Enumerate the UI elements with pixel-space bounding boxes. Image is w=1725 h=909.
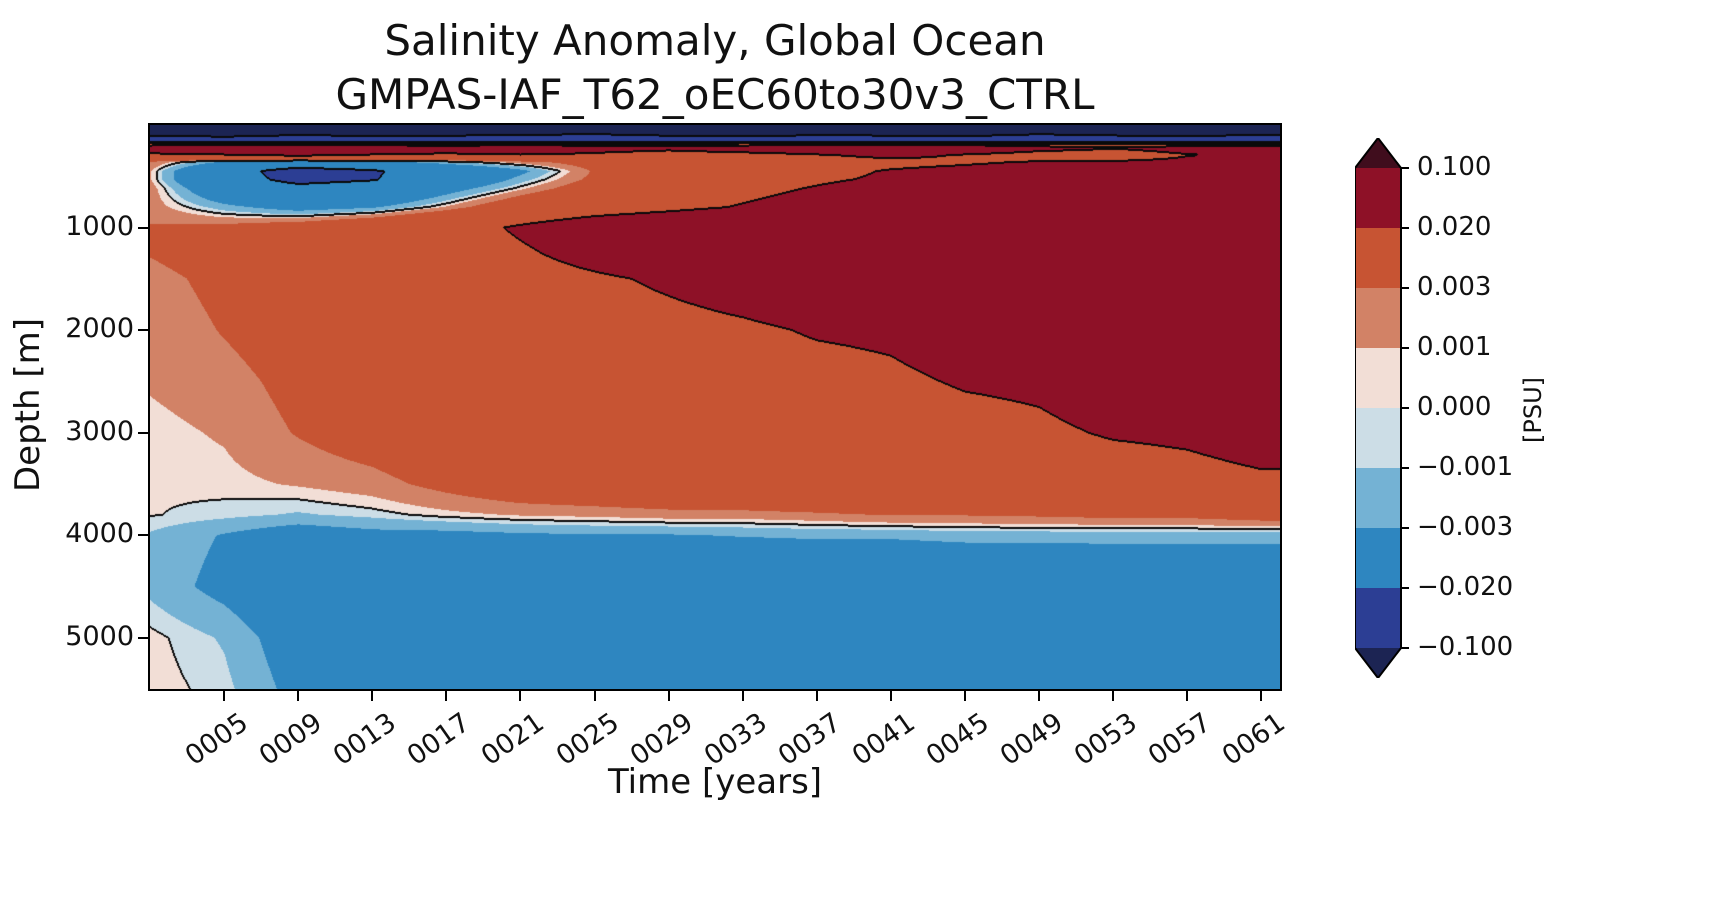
x-tick-mark (889, 691, 892, 701)
colorbar-segment (1355, 528, 1401, 588)
x-tick-mark (371, 691, 374, 701)
colorbar-bottom-extension (1355, 648, 1401, 678)
colorbar-tick-label: 0.020 (1417, 212, 1492, 242)
colorbar-segment (1355, 288, 1401, 348)
x-tick-mark (593, 691, 596, 701)
y-tick-mark (138, 226, 148, 229)
y-axis-label-wrap: Depth [m] (2, 123, 54, 687)
y-tick-label: 3000 (65, 415, 134, 447)
colorbar-segment (1355, 408, 1401, 468)
x-tick-mark (297, 691, 300, 701)
colorbar-segment (1355, 588, 1401, 648)
x-tick-mark (445, 691, 448, 701)
y-tick-label: 5000 (65, 620, 134, 652)
y-tick-label: 2000 (65, 313, 134, 345)
colorbar-segment (1355, 348, 1401, 408)
colorbar-tick-label: 0.001 (1417, 332, 1492, 362)
x-tick-mark (1186, 691, 1189, 701)
colorbar-segment (1355, 468, 1401, 528)
chart-title-line1: Salinity Anomaly, Global Ocean (384, 16, 1046, 65)
colorbar (1355, 138, 1409, 678)
contour-canvas (150, 125, 1280, 689)
x-tick-mark (519, 691, 522, 701)
plot-area (148, 123, 1282, 691)
colorbar-segment (1355, 168, 1401, 228)
y-tick-mark (138, 329, 148, 332)
x-tick-mark (741, 691, 744, 701)
y-tick-mark (138, 636, 148, 639)
colorbar-tick-label: 0.100 (1417, 152, 1492, 182)
x-tick-mark (1038, 691, 1041, 701)
x-tick-mark (964, 691, 967, 701)
x-tick-mark (815, 691, 818, 701)
x-tick-mark (223, 691, 226, 701)
colorbar-tick-label: −0.100 (1417, 632, 1514, 662)
chart-title-line2: GMPAS-IAF_T62_oEC60to30v3_CTRL (335, 70, 1095, 119)
y-tick-mark (138, 431, 148, 434)
colorbar-tick-label: −0.020 (1417, 572, 1514, 602)
y-tick-label: 1000 (65, 210, 134, 242)
y-tick-mark (138, 534, 148, 537)
colorbar-tick-label: 0.000 (1417, 392, 1492, 422)
colorbar-tick-label: −0.001 (1417, 452, 1514, 482)
x-axis-label: Time [years] (607, 762, 823, 802)
y-tick-label: 4000 (65, 518, 134, 550)
x-tick-mark (1260, 691, 1263, 701)
colorbar-tick-label: 0.003 (1417, 272, 1492, 302)
x-tick-mark (667, 691, 670, 701)
colorbar-tick-label: −0.003 (1417, 512, 1514, 542)
x-tick-mark (1112, 691, 1115, 701)
colorbar-segment (1355, 228, 1401, 288)
colorbar-top-extension (1355, 138, 1401, 168)
